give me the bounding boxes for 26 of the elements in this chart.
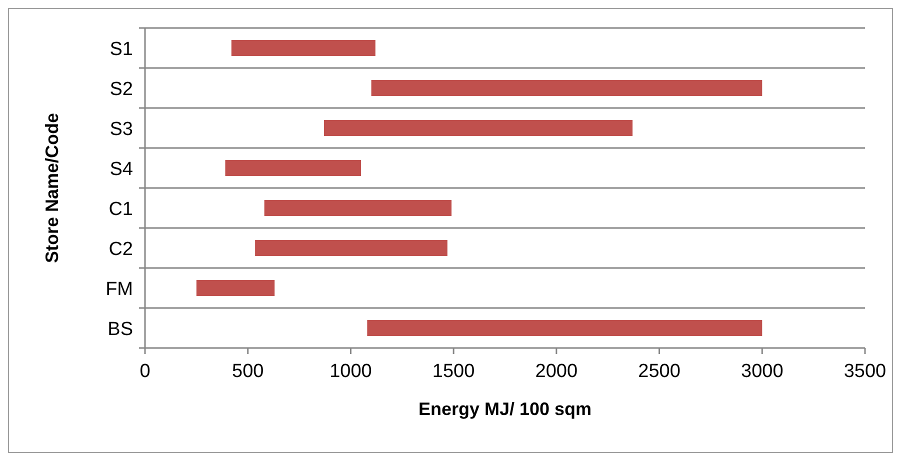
x-tick-label: 2000 [535,361,578,382]
bar [324,120,633,136]
x-tick-label: 2500 [638,361,680,382]
x-tick-label: 500 [232,361,264,382]
x-tick-label: 3000 [741,361,784,382]
bar [264,200,452,216]
bar [367,320,762,336]
x-tick-label: 1500 [432,361,475,382]
x-axis-title: Energy MJ/ 100 sqm [418,399,592,419]
x-tick-label: 3500 [844,361,886,382]
y-tick-label: S3 [110,119,133,140]
y-axis-title: Store Name/Code [42,112,62,264]
bar [225,160,361,176]
y-tick-label: BS [108,319,133,340]
bar [255,240,448,256]
y-tick-label: C2 [108,239,133,260]
y-tick-label: S2 [110,79,133,100]
y-tick-label: C1 [108,199,133,220]
bar [231,40,376,56]
y-tick-label: FM [106,279,133,300]
x-tick-label: 1000 [330,361,372,382]
bar [196,280,275,296]
bar [371,80,762,96]
x-tick-label: 0 [140,361,150,382]
y-tick-label: S4 [110,159,134,180]
y-tick-label: S1 [110,39,133,60]
